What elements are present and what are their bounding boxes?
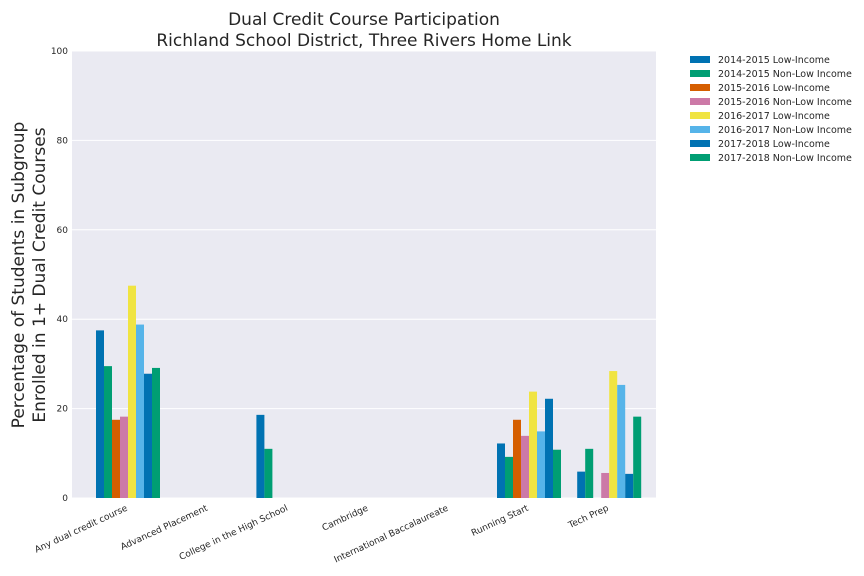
bar bbox=[144, 373, 152, 498]
legend: 2014-2015 Low-Income 2014-2015 Non-Low In… bbox=[690, 55, 852, 164]
bar bbox=[256, 414, 265, 498]
bar bbox=[152, 367, 160, 498]
chart-title-line-1: Dual Credit Course Participation bbox=[228, 10, 500, 30]
y-tick-label: 100 bbox=[51, 47, 68, 57]
y-tick-label: 0 bbox=[62, 494, 68, 504]
grid-lines bbox=[72, 50, 656, 499]
y-axis-label-line-2: Enrolled in 1+ Dual Credit Courses bbox=[30, 127, 50, 422]
x-tick-label: Cambridge bbox=[321, 503, 370, 533]
legend-swatch bbox=[690, 112, 710, 119]
legend-entry: 2015-2016 Low-Income bbox=[718, 83, 830, 94]
bar bbox=[529, 391, 537, 498]
y-tick-label: 80 bbox=[57, 136, 69, 146]
bar bbox=[521, 435, 529, 498]
bar bbox=[505, 456, 513, 498]
bar bbox=[112, 419, 120, 498]
legend-entry: 2014-2015 Non-Low Income bbox=[718, 69, 852, 80]
legend-entry: 2016-2017 Low-Income bbox=[718, 111, 830, 122]
bar bbox=[609, 371, 618, 498]
y-tick-label: 20 bbox=[57, 405, 69, 415]
y-axis-label-line-1: Percentage of Students in Subgroup bbox=[9, 122, 29, 429]
bar bbox=[264, 448, 273, 498]
plot-area bbox=[72, 51, 656, 498]
legend-entry: 2017-2018 Non-Low Income bbox=[718, 153, 852, 164]
bar bbox=[617, 384, 626, 498]
legend-swatch bbox=[690, 154, 710, 161]
bar bbox=[136, 324, 144, 498]
bar bbox=[585, 448, 594, 498]
legend-entry: 2016-2017 Non-Low Income bbox=[718, 125, 852, 136]
legend-swatch bbox=[690, 56, 710, 63]
x-tick-label: Any dual credit course bbox=[33, 503, 129, 555]
bar bbox=[128, 285, 136, 498]
legend-swatch bbox=[690, 98, 710, 105]
bar bbox=[553, 449, 561, 498]
legend-entry: 2014-2015 Low-Income bbox=[718, 55, 830, 66]
legend-swatch bbox=[690, 70, 710, 77]
y-tick-label: 40 bbox=[57, 315, 69, 325]
bar bbox=[120, 416, 128, 498]
y-axis-ticks: 0 20 40 60 80 100 bbox=[51, 47, 68, 504]
bar bbox=[497, 443, 505, 498]
bar bbox=[104, 366, 112, 498]
x-tick-label: Running Start bbox=[470, 503, 531, 538]
bar bbox=[537, 431, 545, 498]
legend-entry: 2015-2016 Non-Low Income bbox=[718, 97, 852, 108]
x-tick-label: Tech Prep bbox=[566, 504, 610, 532]
legend-swatch bbox=[690, 126, 710, 133]
bar bbox=[625, 473, 634, 498]
bar bbox=[577, 471, 586, 498]
y-tick-label: 60 bbox=[57, 226, 69, 236]
bar bbox=[513, 419, 521, 498]
bar bbox=[633, 416, 642, 498]
chart-title-line-2: Richland School District, Three Rivers H… bbox=[156, 31, 571, 51]
legend-swatch bbox=[690, 140, 710, 147]
bar bbox=[601, 472, 610, 498]
bar bbox=[96, 330, 104, 498]
bars bbox=[96, 285, 642, 498]
legend-swatch bbox=[690, 84, 710, 91]
bar bbox=[545, 398, 553, 498]
legend-entry: 2017-2018 Low-Income bbox=[718, 139, 830, 150]
